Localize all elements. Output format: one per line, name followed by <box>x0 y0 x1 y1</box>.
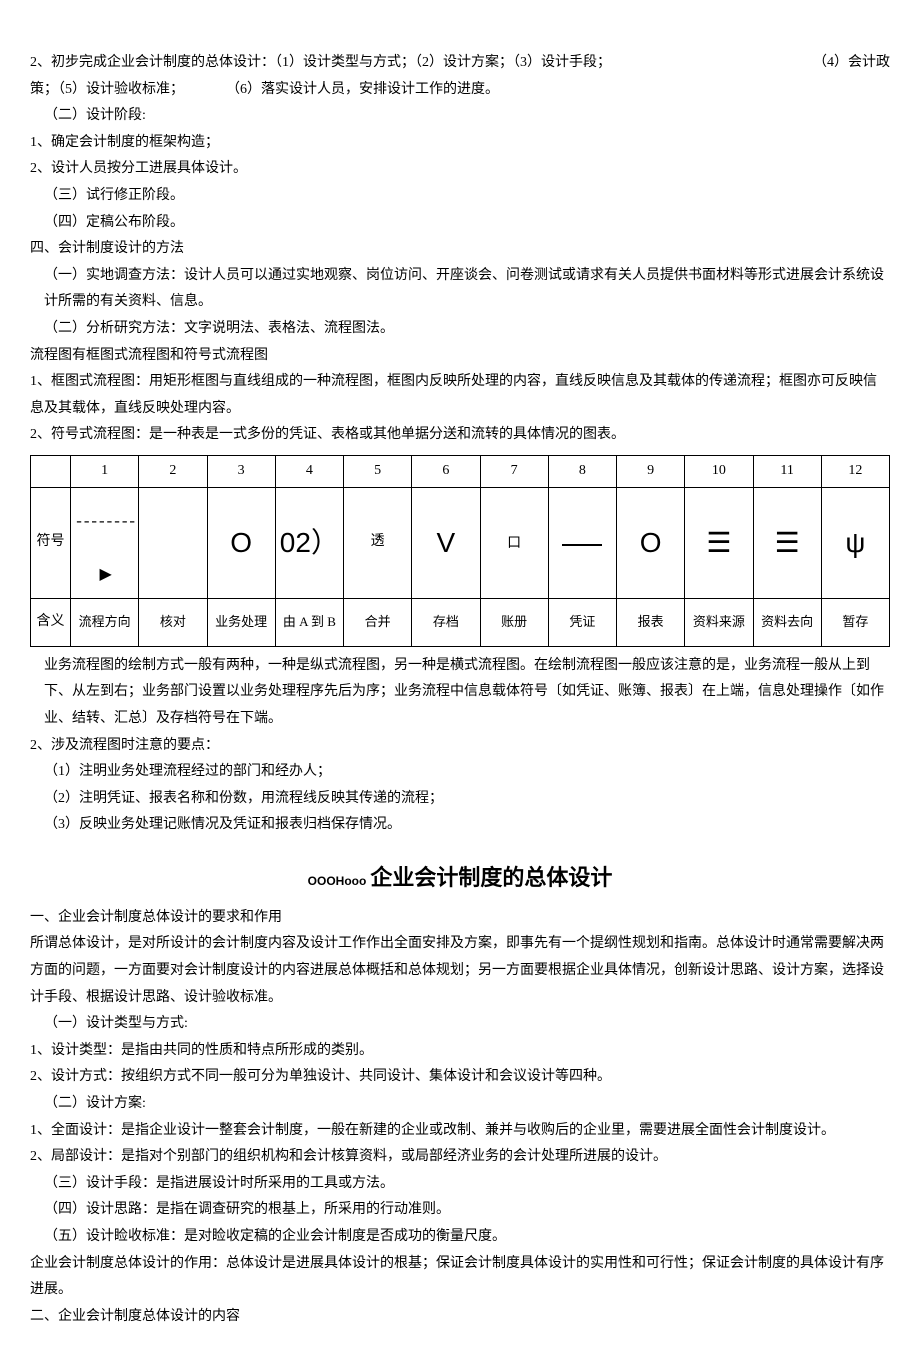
paragraph: 策；（5）设计验收标准； （6）落实设计人员，安排设计工作的进度。 <box>30 77 890 104</box>
paragraph: 二、企业会计制度总体设计的内容 <box>30 1304 890 1331</box>
row-label: 符号 <box>31 487 71 598</box>
header-cell: 7 <box>480 455 548 487</box>
paragraph: （三）设计手段：是指进展设计时所采用的工具或方法。 <box>30 1171 890 1198</box>
table-header-row: 1 2 3 4 5 6 7 8 9 10 11 12 <box>31 455 890 487</box>
symbol-cell: 口 <box>480 487 548 598</box>
row-label: 含义 <box>31 598 71 646</box>
symbol-cell: ψ <box>821 487 889 598</box>
paragraph: 1、设计类型：是指由共同的性质和特点所形成的类别。 <box>30 1038 890 1065</box>
paragraph: 2、符号式流程图：是一种表是一式多份的凭证、表格或其他单据分送和流转的具体情况的… <box>30 422 890 449</box>
header-cell: 5 <box>344 455 412 487</box>
meaning-cell: 流程方向 <box>71 598 139 646</box>
meaning-cell: 账册 <box>480 598 548 646</box>
header-cell: 8 <box>548 455 616 487</box>
spacer <box>611 50 813 77</box>
square-icon: 口 <box>507 534 521 550</box>
paragraph: 2、局部设计：是指对个别部门的组织机构和会计核算资料，或局部经济业务的会计处理所… <box>30 1144 890 1171</box>
paragraph: （二）设计阶段: <box>30 103 890 130</box>
symbol-cell <box>548 487 616 598</box>
meaning-cell: 存档 <box>412 598 480 646</box>
paragraph: （3）反映业务处理记账情况及凭证和报表归档保存情况。 <box>30 812 890 839</box>
symbol-row: 符号 --------▶ O 02） 透 V 口 O ☰ ☰ ψ <box>31 487 890 598</box>
meaning-cell: 核对 <box>139 598 207 646</box>
meaning-cell: 凭证 <box>548 598 616 646</box>
symbol-cell: 02） <box>275 487 343 598</box>
heading-prefix: OOOHooo <box>308 874 367 888</box>
section-heading: OOOHooo企业会计制度的总体设计 <box>30 857 890 899</box>
paragraph: 所谓总体设计，是对所设计的会计制度内容及设计工作作出全面安排及方案，即事先有一个… <box>30 931 890 1011</box>
paragraph: 四、会计制度设计的方法 <box>30 236 890 263</box>
paragraph: （一）实地调查方法：设计人员可以通过实地观察、岗位访问、开座谈会、问卷测试或请求… <box>30 263 890 316</box>
header-cell: 2 <box>139 455 207 487</box>
header-cell: 1 <box>71 455 139 487</box>
text: （4）会计政 <box>813 50 890 77</box>
header-cell <box>31 455 71 487</box>
meaning-cell: 报表 <box>617 598 685 646</box>
paragraph: 一、企业会计制度总体设计的要求和作用 <box>30 905 890 932</box>
meaning-cell: 资料去向 <box>753 598 821 646</box>
header-cell: 4 <box>275 455 343 487</box>
paragraph: （一）设计类型与方式: <box>30 1011 890 1038</box>
header-cell: 3 <box>207 455 275 487</box>
header-cell: 10 <box>685 455 753 487</box>
paragraph: （2）注明凭证、报表名称和份数，用流程线反映其传递的流程； <box>30 786 890 813</box>
paragraph: 2、设计人员按分工进展具体设计。 <box>30 156 890 183</box>
header-cell: 11 <box>753 455 821 487</box>
arrow-icon: --------▶ <box>74 513 135 584</box>
paragraph: 2、初步完成企业会计制度的总体设计：（1）设计类型与方式；（2）设计方案；（3）… <box>30 50 890 77</box>
paragraph: （四）定稿公布阶段。 <box>30 210 890 237</box>
text: 透 <box>371 534 385 549</box>
symbol-table: 1 2 3 4 5 6 7 8 9 10 11 12 符号 --------▶ … <box>30 455 890 647</box>
symbol-cell: O <box>207 487 275 598</box>
paragraph: （二）分析研究方法：文字说明法、表格法、流程图法。 <box>30 316 890 343</box>
line-icon <box>562 544 602 546</box>
heading-text: 企业会计制度的总体设计 <box>370 865 612 890</box>
header-cell: 9 <box>617 455 685 487</box>
symbol-cell: 透 <box>344 487 412 598</box>
symbol-cell: V <box>412 487 480 598</box>
meaning-cell: 合并 <box>344 598 412 646</box>
meaning-cell: 暂存 <box>821 598 889 646</box>
paragraph: （五）设计睑收标准：是对睑收定稿的企业会计制度是否成功的衡量尺度。 <box>30 1224 890 1251</box>
paragraph: （二）设计方案: <box>30 1091 890 1118</box>
symbol-cell: --------▶ <box>71 487 139 598</box>
paragraph: 业务流程图的绘制方式一般有两种，一种是纵式流程图，另一种是横式流程图。在绘制流程… <box>30 653 890 733</box>
meaning-row: 含义 流程方向 核对 业务处理 由 A 到 B 合并 存档 账册 凭证 报表 资… <box>31 598 890 646</box>
symbol-cell: ☰ <box>753 487 821 598</box>
meaning-cell: 业务处理 <box>207 598 275 646</box>
paragraph: 2、设计方式：按组织方式不同一般可分为单独设计、共同设计、集体设计和会议设计等四… <box>30 1064 890 1091</box>
paragraph: 1、确定会计制度的框架构造； <box>30 130 890 157</box>
paragraph: 1、框图式流程图：用矩形框图与直线组成的一种流程图，框图内反映所处理的内容，直线… <box>30 369 890 422</box>
paragraph: 流程图有框图式流程图和符号式流程图 <box>30 343 890 370</box>
paragraph: （三）试行修正阶段。 <box>30 183 890 210</box>
paragraph: （1）注明业务处理流程经过的部门和经办人； <box>30 759 890 786</box>
paragraph: 1、全面设计：是指企业设计一整套会计制度，一般在新建的企业或改制、兼并与收购后的… <box>30 1118 890 1145</box>
paragraph: 企业会计制度总体设计的作用：总体设计是进展具体设计的根基；保证会计制度具体设计的… <box>30 1251 890 1304</box>
symbol-cell <box>139 487 207 598</box>
meaning-cell: 由 A 到 B <box>275 598 343 646</box>
header-cell: 12 <box>821 455 889 487</box>
text: 2、初步完成企业会计制度的总体设计：（1）设计类型与方式；（2）设计方案；（3）… <box>30 50 611 77</box>
paragraph: （四）设计思路：是指在调查研究的根基上，所采用的行动准则。 <box>30 1197 890 1224</box>
symbol-cell: O <box>617 487 685 598</box>
meaning-cell: 资料来源 <box>685 598 753 646</box>
symbol-cell: ☰ <box>685 487 753 598</box>
paragraph: 2、涉及流程图时注意的要点： <box>30 733 890 760</box>
header-cell: 6 <box>412 455 480 487</box>
